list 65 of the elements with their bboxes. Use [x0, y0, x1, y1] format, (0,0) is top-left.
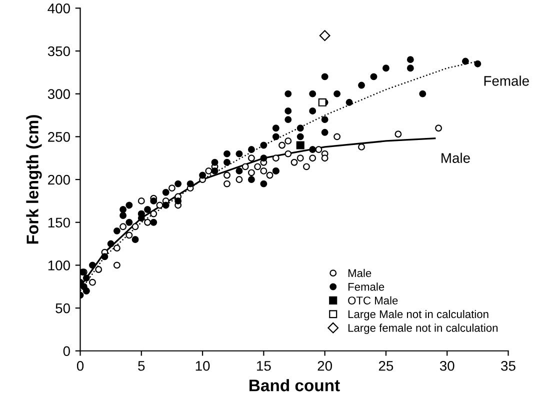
point	[242, 163, 249, 170]
point	[168, 184, 176, 192]
legend-label: Large female not in calculation	[348, 324, 498, 334]
point	[254, 163, 262, 170]
point	[358, 143, 365, 150]
point	[394, 130, 402, 138]
x-tick-label: 5	[138, 361, 145, 371]
point	[290, 158, 298, 166]
point	[138, 197, 145, 204]
point	[296, 141, 304, 150]
point	[266, 172, 274, 179]
point	[315, 146, 322, 154]
x-tick-label: 0	[76, 360, 84, 371]
point	[284, 150, 292, 158]
point	[334, 133, 341, 140]
y-tick-label: 150	[48, 218, 70, 228]
x-tick-label: 10	[196, 360, 210, 371]
point	[205, 167, 212, 174]
annotation: Female	[484, 76, 529, 86]
point	[113, 244, 120, 252]
point	[248, 154, 255, 162]
x-tick-label: 30	[440, 360, 454, 371]
point	[260, 167, 268, 174]
point	[284, 137, 292, 144]
y-tick-label: 50	[56, 303, 70, 314]
point	[224, 172, 230, 179]
legend-label: Large Male not in calculation	[348, 310, 488, 320]
point	[278, 142, 286, 149]
point	[95, 266, 102, 273]
point	[120, 223, 127, 230]
y-tick-label: 350	[48, 46, 70, 56]
point	[318, 98, 326, 106]
point	[319, 30, 330, 42]
point	[272, 154, 280, 162]
legend-label: OTC Male	[348, 296, 398, 304]
x-axis-title: Band count	[250, 379, 340, 392]
point	[303, 163, 310, 170]
point	[435, 124, 442, 132]
point	[236, 176, 243, 183]
x-tick-label: 20	[318, 360, 332, 371]
y-tick-label: 250	[48, 132, 70, 142]
y-tick-label: 200	[48, 174, 70, 185]
annotation: Male	[442, 152, 470, 163]
point	[224, 180, 230, 188]
legend-label: Male	[348, 268, 372, 278]
point	[296, 154, 304, 162]
y-tick-label: 100	[48, 260, 70, 270]
y-axis-title: Fork length (cm)	[26, 115, 42, 244]
x-tick-label: 25	[378, 360, 394, 371]
point	[89, 278, 96, 286]
point	[113, 262, 120, 269]
legend-label: Female	[348, 282, 384, 291]
y-tick-label: 400	[48, 3, 70, 14]
y-tick-label: 0	[63, 346, 70, 356]
point	[321, 154, 328, 162]
point	[150, 210, 158, 218]
x-tick-label: 15	[257, 361, 271, 371]
point	[126, 232, 133, 239]
point	[144, 218, 151, 226]
x-tick-label: 35	[501, 360, 516, 371]
point	[248, 169, 255, 176]
y-tick-label: 300	[48, 89, 70, 100]
point	[156, 202, 164, 209]
point	[132, 223, 139, 230]
point	[309, 154, 316, 162]
